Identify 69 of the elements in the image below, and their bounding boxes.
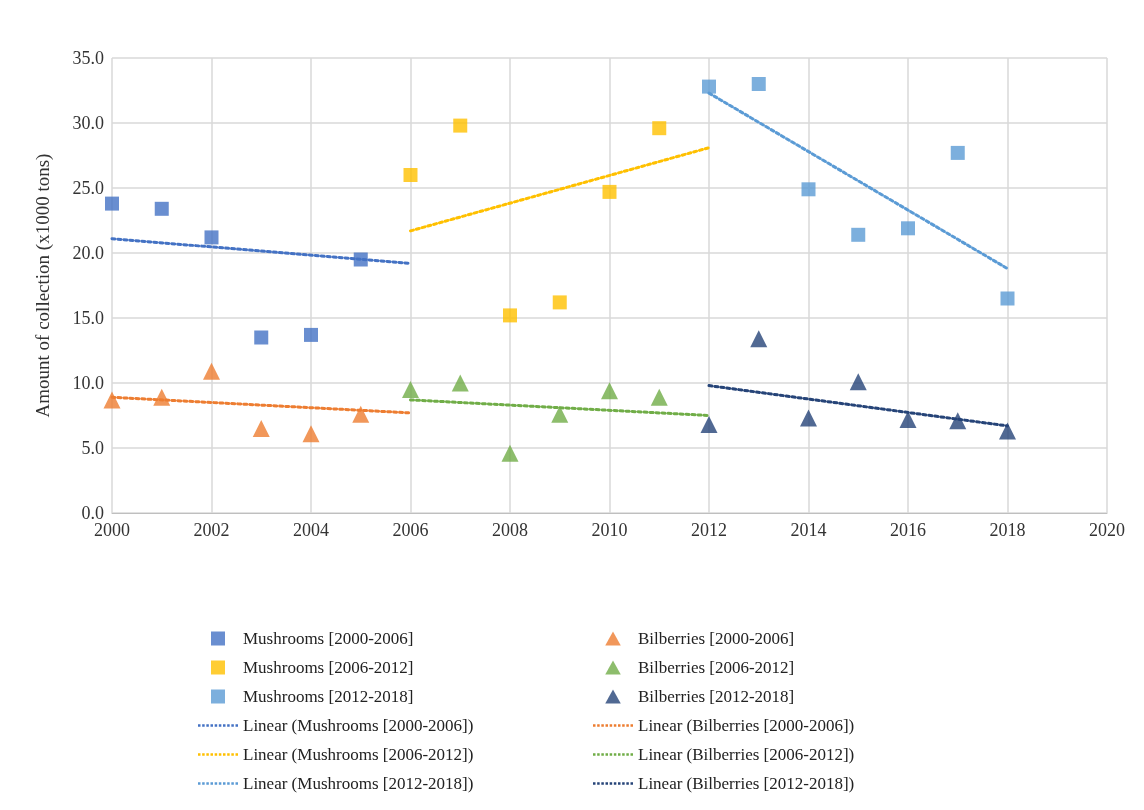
y-axis-title: Amount of collection (x1000 tons) xyxy=(32,153,54,418)
point xyxy=(801,182,816,197)
legend-label: Mushrooms [2012-2018] xyxy=(243,687,414,706)
point xyxy=(402,381,419,398)
x-tick-label: 2002 xyxy=(193,520,230,540)
point xyxy=(1000,291,1015,306)
y-tick-label: 30.0 xyxy=(72,113,104,133)
point xyxy=(800,409,817,427)
point xyxy=(353,252,368,267)
point xyxy=(254,330,269,345)
legend-label: Mushrooms [2000-2006] xyxy=(243,629,414,648)
x-tick-label: 2016 xyxy=(890,520,926,540)
y-tick-label: 5.0 xyxy=(81,438,104,458)
legend-label: Linear (Mushrooms [2000-2006]) xyxy=(243,716,474,735)
point xyxy=(999,422,1016,440)
point xyxy=(702,79,716,94)
point xyxy=(451,374,469,392)
point xyxy=(949,412,967,430)
y-tick-label: 20.0 xyxy=(72,243,104,263)
point xyxy=(302,425,320,443)
point xyxy=(304,327,318,342)
point xyxy=(849,373,867,391)
point xyxy=(652,121,667,136)
legend-label: Bilberries [2000-2006] xyxy=(638,629,795,648)
y-tick-label: 10.0 xyxy=(72,373,104,393)
legend-label: Linear (Mushrooms [2012-2018]) xyxy=(243,774,474,793)
point xyxy=(901,221,915,236)
point xyxy=(750,330,768,348)
x-tick-label: 2020 xyxy=(1089,520,1125,540)
legend-label: Bilberries [2006-2012] xyxy=(638,658,795,677)
point xyxy=(204,230,219,245)
x-tick-label: 2014 xyxy=(790,520,827,540)
point xyxy=(503,308,517,323)
point xyxy=(453,118,468,133)
x-tick-label: 2012 xyxy=(691,520,727,540)
point xyxy=(950,145,965,160)
point xyxy=(352,405,370,423)
point xyxy=(153,388,171,406)
x-tick-label: 2018 xyxy=(989,520,1026,540)
legend-label: Linear (Mushrooms [2006-2012]) xyxy=(243,745,474,764)
point xyxy=(751,77,766,91)
point xyxy=(501,444,519,462)
point xyxy=(154,201,169,216)
legend-label: Linear (Bilberries [2000-2006]) xyxy=(638,716,855,735)
point xyxy=(252,420,270,437)
x-tick-label: 2010 xyxy=(591,520,628,540)
legend-label: Linear (Bilberries [2006-2012]) xyxy=(638,745,855,764)
point xyxy=(403,168,418,182)
y-tick-label: 35.0 xyxy=(72,48,104,68)
point xyxy=(203,362,220,380)
x-tick-label: 2004 xyxy=(293,520,329,540)
y-tick-label: 25.0 xyxy=(72,178,104,198)
point xyxy=(105,196,119,211)
legend-label: Bilberries [2012-2018] xyxy=(638,687,795,706)
y-tick-label: 0.0 xyxy=(81,503,104,523)
legend-label: Linear (Bilberries [2012-2018]) xyxy=(638,774,855,793)
point xyxy=(552,295,567,310)
x-tick-label: 2008 xyxy=(492,520,528,540)
x-tick-label: 2000 xyxy=(94,520,130,540)
x-tick-label: 2006 xyxy=(392,520,429,540)
point xyxy=(602,184,617,199)
y-tick-label: 15.0 xyxy=(72,308,104,328)
point xyxy=(601,382,618,400)
point xyxy=(103,391,121,409)
point xyxy=(650,388,668,406)
point xyxy=(851,227,866,242)
point xyxy=(700,416,718,434)
point xyxy=(551,405,569,423)
legend-label: Mushrooms [2006-2012] xyxy=(243,658,414,677)
